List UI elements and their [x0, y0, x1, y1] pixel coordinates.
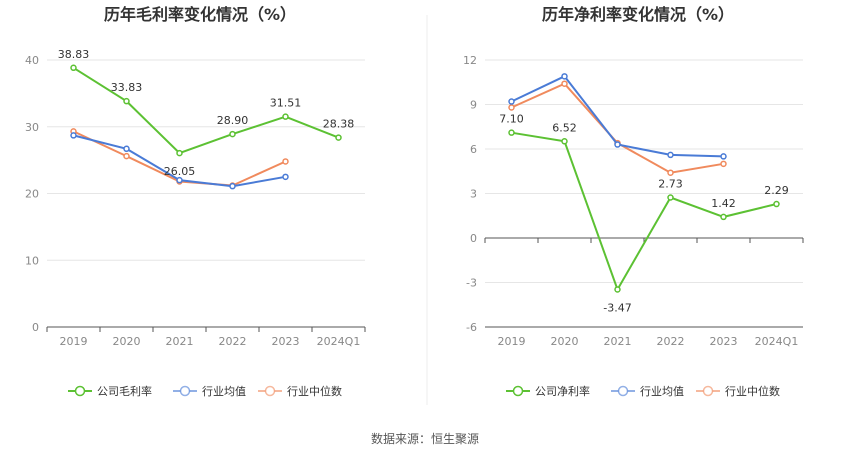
data-point	[508, 98, 515, 105]
x-tick-label: 2022	[657, 335, 685, 348]
data-point	[70, 64, 77, 72]
y-tick-label: 6	[470, 143, 477, 156]
legend-label: 公司净利率	[535, 384, 590, 398]
data-point	[720, 153, 727, 160]
y-tick-label: 40	[25, 54, 39, 67]
data-label: 2.29	[764, 184, 789, 197]
series-line	[511, 131, 777, 292]
data-point	[667, 169, 674, 176]
data-label: 28.38	[323, 118, 355, 131]
x-tick-label: 2022	[219, 335, 247, 348]
data-point	[508, 104, 515, 111]
data-label: 33.83	[111, 81, 143, 94]
legend-marker-icon	[264, 385, 276, 397]
y-tick-label: -6	[466, 321, 477, 334]
data-point	[176, 149, 183, 157]
x-tick-label: 2020	[551, 335, 579, 348]
x-tick-label: 2021	[166, 335, 194, 348]
legend-label: 行业均值	[202, 385, 246, 398]
data-point	[176, 176, 183, 184]
data-label: -3.47	[603, 301, 631, 314]
y-tick-label: 30	[25, 121, 39, 134]
data-point	[667, 151, 674, 159]
data-point	[614, 141, 621, 148]
x-tick-label: 2024Q1	[755, 335, 799, 348]
data-label: 28.90	[217, 114, 249, 127]
x-tick-label: 2023	[272, 335, 300, 348]
y-tick-label: 10	[25, 254, 39, 267]
data-point	[335, 134, 342, 141]
legend-marker-icon	[702, 385, 714, 397]
data-label: 2.73	[658, 178, 683, 191]
data-point	[720, 213, 727, 221]
legend-item[interactable]: 行业中位数	[258, 384, 342, 398]
legend-label: 公司毛利率	[97, 384, 152, 398]
x-tick-label: 2021	[604, 335, 632, 348]
chart-title: 历年毛利率变化情况（%）	[104, 5, 296, 24]
y-tick-label: 3	[470, 188, 477, 201]
series-line	[511, 82, 724, 174]
data-point	[229, 130, 236, 138]
data-point	[561, 73, 568, 80]
y-tick-label: 9	[470, 99, 477, 112]
data-point	[720, 160, 727, 168]
data-label: 7.10	[499, 113, 524, 126]
data-label: 26.05	[164, 165, 196, 178]
legend-marker-icon	[617, 385, 629, 397]
legend-label: 行业均值	[640, 385, 684, 398]
legend-marker-icon	[179, 385, 191, 397]
x-tick-label: 2020	[113, 335, 141, 348]
data-point	[667, 194, 674, 201]
data-point	[561, 138, 568, 145]
data-point	[70, 132, 77, 139]
legend-item[interactable]: 行业均值	[611, 385, 684, 398]
y-tick-label: 0	[470, 232, 477, 245]
data-point	[282, 158, 289, 165]
data-point	[123, 97, 130, 105]
data-point	[561, 80, 568, 87]
data-point	[282, 173, 289, 181]
y-tick-label: 20	[25, 188, 39, 201]
data-point	[614, 286, 621, 293]
y-tick-label: 0	[32, 321, 39, 334]
chart-title: 历年净利率变化情况（%）	[542, 5, 734, 24]
x-tick-label: 2019	[498, 335, 526, 348]
legend-marker-icon	[74, 385, 86, 397]
x-tick-label: 2024Q1	[317, 335, 361, 348]
data-label: 1.42	[711, 197, 736, 210]
y-tick-label: 12	[463, 54, 477, 67]
data-label: 31.51	[270, 97, 302, 110]
series-line	[72, 66, 339, 155]
legend-label: 行业中位数	[287, 384, 342, 398]
data-point	[123, 145, 130, 153]
source-label: 数据来源：恒生聚源	[371, 431, 479, 446]
gross-margin-chart: 历年毛利率变化情况（%） 0 10 20 30 40 2019 2020 2021 2022 202…	[25, 5, 366, 398]
data-point	[508, 129, 515, 136]
legend-item[interactable]: 公司净利率	[506, 384, 590, 398]
legend-item[interactable]: 行业中位数	[696, 384, 780, 398]
legend-marker-icon	[512, 385, 524, 397]
legend-item[interactable]: 行业均值	[173, 385, 246, 398]
data-label: 6.52	[552, 121, 577, 134]
data-point	[123, 152, 130, 160]
data-point	[229, 182, 236, 190]
legend-item[interactable]: 公司毛利率	[68, 384, 152, 398]
x-tick-label: 2023	[710, 335, 738, 348]
data-point	[282, 113, 289, 120]
x-tick-label: 2019	[60, 335, 88, 348]
data-label: 38.83	[58, 48, 90, 61]
legend-label: 行业中位数	[725, 384, 780, 398]
net-margin-chart: 历年净利率变化情况（%） -6 -3 0 3 6 9 12 2019 2020 2021 2022 20…	[463, 5, 804, 398]
y-tick-label: -3	[466, 277, 477, 290]
data-point	[773, 200, 780, 208]
